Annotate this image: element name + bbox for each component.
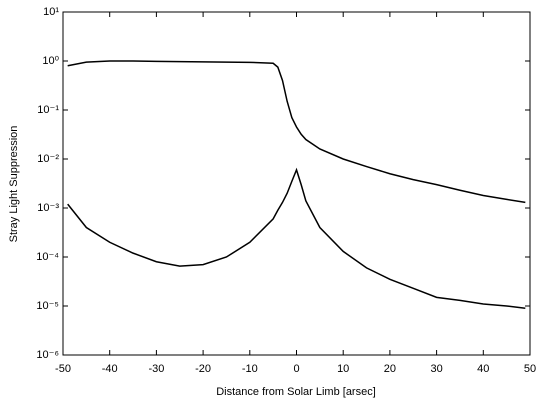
x-tick-label: 40	[477, 363, 489, 375]
y-tick-label: 10⁻⁶	[36, 349, 59, 361]
x-axis-label: Distance from Solar Limb [arsec]	[216, 386, 376, 398]
y-tick-label: 10⁻¹	[37, 104, 59, 116]
y-tick-label: 10⁻⁵	[36, 300, 59, 312]
plot-frame	[62, 11, 531, 356]
x-tick-label: -20	[195, 363, 211, 375]
y-tick-label: 10⁻³	[37, 202, 59, 214]
x-tick-label: 20	[384, 363, 396, 375]
x-tick-label: 0	[293, 363, 299, 375]
x-tick-label: -30	[148, 363, 164, 375]
y-tick-label: 10⁻²	[37, 153, 59, 165]
x-tick-label: 50	[524, 363, 536, 375]
y-tick-label: 10⁰	[42, 55, 59, 67]
x-tick-label: -50	[55, 363, 71, 375]
y-tick-label: 10¹	[43, 6, 59, 18]
x-tick-label: 10	[337, 363, 349, 375]
x-tick-label: 30	[430, 363, 442, 375]
series-line	[67, 60, 526, 204]
x-tick-label: -10	[242, 363, 258, 375]
series-line	[67, 167, 526, 309]
x-tick-label: -40	[102, 363, 118, 375]
y-tick-label: 10⁻⁴	[36, 251, 59, 263]
y-axis-label: Stray Light Suppression	[8, 126, 20, 243]
